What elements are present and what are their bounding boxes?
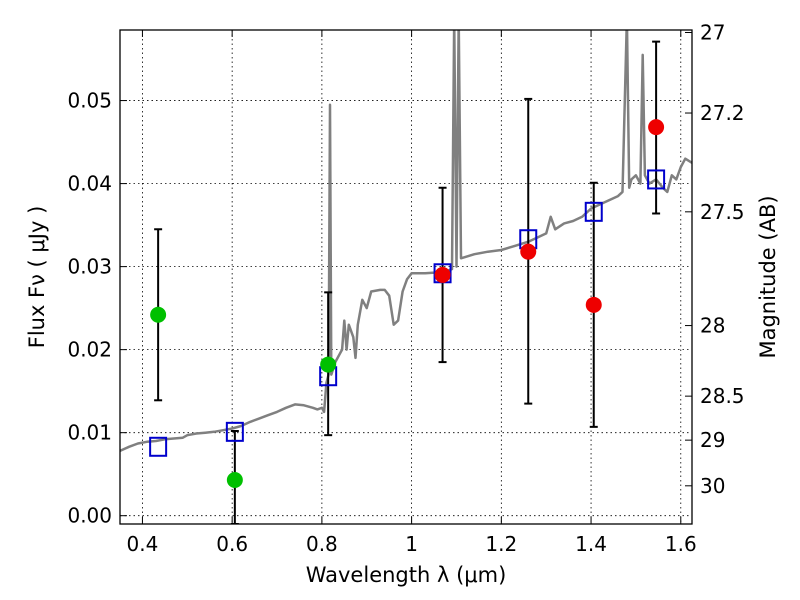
x-axis-label: Wavelength λ (μm) [306, 563, 507, 587]
x-tick-label: 0.8 [306, 532, 338, 556]
y-axis-label-left: Flux Fν ( μJy ) [25, 206, 49, 349]
error-bars [154, 40, 661, 524]
observed-nir-point [520, 243, 537, 260]
plot-frame [119, 29, 693, 525]
magnitude-tick-label: 27 [700, 20, 725, 44]
x-tick-label: 1.4 [575, 532, 607, 556]
y-tick-label: 0.00 [67, 504, 112, 528]
observed-nir-point [648, 119, 665, 136]
y-tick-label: 0.03 [67, 255, 112, 279]
observed-optical-point [320, 356, 337, 373]
x-tick-label: 1.6 [665, 532, 697, 556]
magnitude-tick-label: 30 [700, 474, 725, 498]
y-tick-labels: 0.00 0.01 0.02 0.03 0.04 0.05 [67, 89, 112, 528]
grid-lines [120, 30, 692, 524]
x-tick-label: 1.2 [485, 532, 517, 556]
right-tick-labels: 27 27.2 27.5 28 28.5 29 30 [700, 20, 745, 497]
y-tick-label: 0.02 [67, 338, 112, 362]
model-photometry-square [647, 169, 666, 190]
model-photometry-square [584, 201, 603, 222]
magnitude-tick-label: 28 [700, 314, 725, 338]
observed-optical-point [150, 306, 167, 323]
axis-ticks [120, 30, 692, 524]
x-tick-labels: 0.4 0.6 0.8 1 1.2 1.4 1.6 [127, 532, 697, 556]
magnitude-tick-label: 29 [700, 428, 725, 452]
observed-nir-point [585, 296, 602, 313]
model-photometry-square [149, 436, 168, 457]
y-axis-label-right: Magnitude (AB) [756, 195, 780, 358]
x-tick-label: 0.4 [127, 532, 159, 556]
x-tick-label: 1 [405, 532, 418, 556]
y-tick-label: 0.04 [67, 172, 112, 196]
y-tick-label: 0.01 [67, 421, 112, 445]
plot-area [120, 30, 692, 524]
magnitude-tick-label: 28.5 [700, 384, 745, 408]
model-photometry-square [225, 421, 244, 442]
observed-photometry-markers [150, 119, 665, 488]
magnitude-tick-label: 27.2 [700, 101, 745, 125]
x-tick-label: 0.6 [216, 532, 248, 556]
observed-nir-point [434, 266, 451, 283]
magnitude-tick-label: 27.5 [700, 200, 745, 224]
y-tick-label: 0.05 [67, 89, 112, 113]
observed-optical-point [226, 471, 243, 488]
model-spectrum-line [120, 30, 692, 453]
